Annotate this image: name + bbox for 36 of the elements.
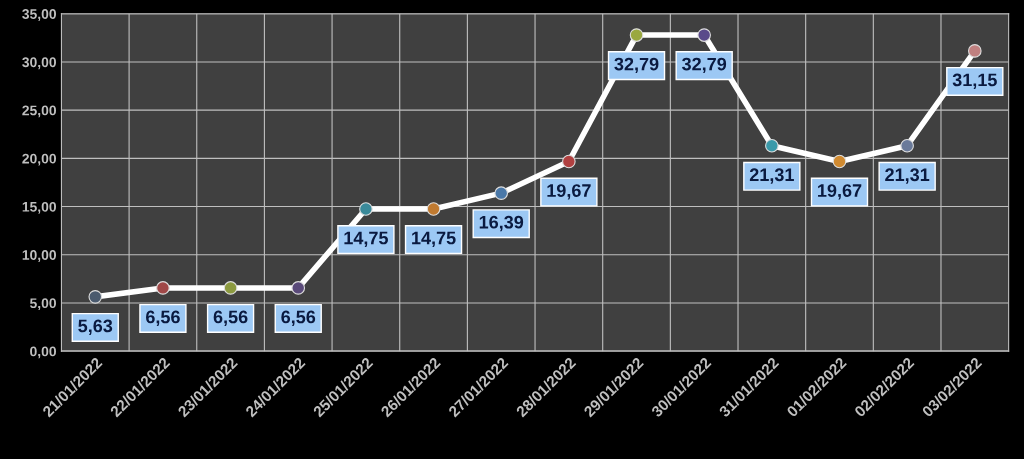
data-label: 16,39 (479, 215, 524, 232)
point (900, 138, 914, 153)
data-label: 19,67 (818, 184, 862, 200)
y-tick-label: 15,00 (22, 201, 57, 214)
data-label: 31,15 (952, 73, 997, 89)
point (88, 290, 103, 304)
y-tick-label: 0,00 (30, 346, 57, 359)
data-label: 32,79 (682, 57, 727, 74)
point (359, 202, 373, 216)
y-tick-label: 20,00 (22, 153, 57, 166)
point (562, 154, 576, 169)
point (629, 28, 644, 42)
data-label: 21,31 (749, 168, 794, 184)
point (223, 281, 238, 295)
point (156, 281, 170, 295)
y-tick-label: 30,00 (22, 57, 57, 70)
point (832, 154, 847, 169)
point (697, 28, 711, 42)
data-label: 21,31 (885, 168, 930, 184)
data-label: 6,56 (213, 310, 248, 326)
data-label: 19,67 (547, 184, 591, 200)
point (765, 138, 779, 153)
data-label: 32,79 (614, 57, 659, 74)
y-tick-label: 5,00 (29, 298, 57, 311)
y-tick-label: 25,00 (22, 105, 57, 118)
data-label: 14,75 (412, 231, 456, 247)
data-label: 14,75 (344, 231, 388, 247)
data-label: 6,56 (146, 310, 180, 326)
point (968, 44, 982, 58)
data-label: 5,63 (78, 319, 113, 335)
data-label: 6,56 (281, 310, 316, 326)
point (426, 202, 441, 216)
y-tick-label: 35,00 (22, 9, 57, 21)
y-tick-label: 10,00 (22, 250, 57, 262)
point (494, 186, 509, 200)
point (291, 281, 306, 295)
